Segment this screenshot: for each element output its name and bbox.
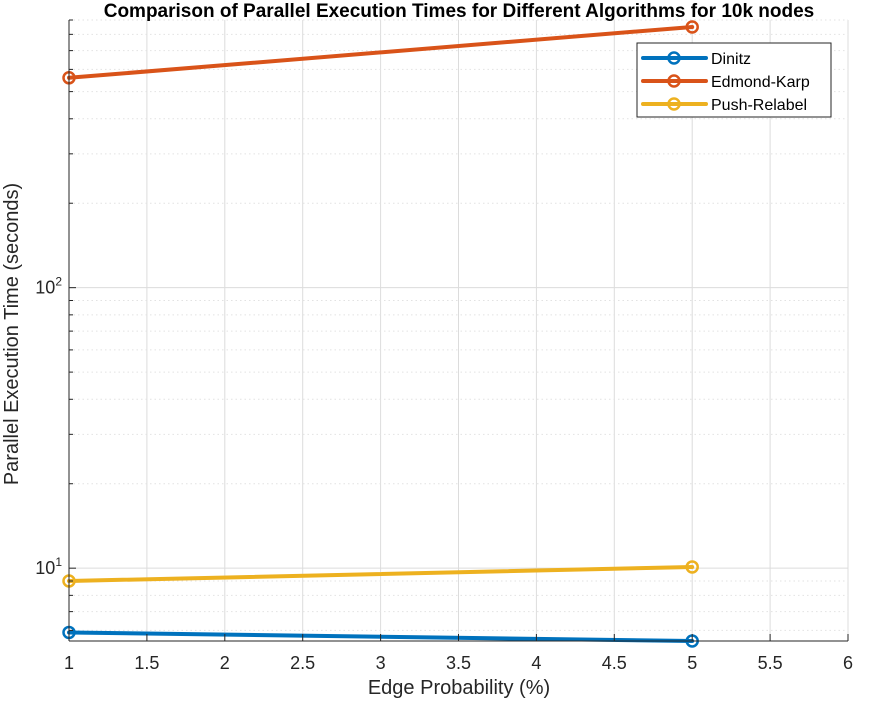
x-tick-label: 1 bbox=[64, 653, 74, 673]
data-point-push-relabel bbox=[685, 560, 699, 574]
x-tick-label: 3 bbox=[376, 653, 386, 673]
y-axis-label: Parallel Execution Time (seconds) bbox=[1, 183, 23, 485]
legend: Dinitz Edmond-Karp Push-Relabel bbox=[636, 42, 832, 118]
legend-label-dinitz: Dinitz bbox=[711, 51, 751, 68]
series-line-push-relabel bbox=[67, 564, 695, 584]
x-axis-label: Edge Probability (%) bbox=[368, 677, 550, 699]
chart-title: Comparison of Parallel Execution Times f… bbox=[104, 1, 815, 22]
x-tick-label: 2 bbox=[220, 653, 230, 673]
data-point-edmond-karp bbox=[685, 20, 699, 34]
x-tick-label: 6 bbox=[843, 653, 853, 673]
legend-marker-push-relabel bbox=[667, 97, 681, 111]
legend-marker-dinitz bbox=[667, 51, 681, 65]
x-tick-label: 3.5 bbox=[446, 653, 471, 673]
y-tick-labels: 101 102 bbox=[35, 19, 76, 631]
x-tick-label: 1.5 bbox=[134, 653, 159, 673]
legend-label-push-relabel: Push-Relabel bbox=[711, 97, 807, 114]
legend-marker-edmond-karp bbox=[667, 74, 681, 88]
x-tick-labels: 1 1.5 2 2.5 3 3.5 4 4.5 5 5.5 6 bbox=[64, 634, 853, 673]
y-tick-label: 101 bbox=[35, 555, 62, 578]
x-tick-label: 5.5 bbox=[758, 653, 783, 673]
y-tick-label: 102 bbox=[35, 275, 62, 298]
x-tick-label: 4 bbox=[531, 653, 541, 673]
x-tick-label: 2.5 bbox=[290, 653, 315, 673]
legend-label-edmond-karp: Edmond-Karp bbox=[711, 74, 810, 91]
series-line-edmond-karp bbox=[67, 24, 695, 80]
x-tick-label: 5 bbox=[687, 653, 697, 673]
x-tick-label: 4.5 bbox=[602, 653, 627, 673]
